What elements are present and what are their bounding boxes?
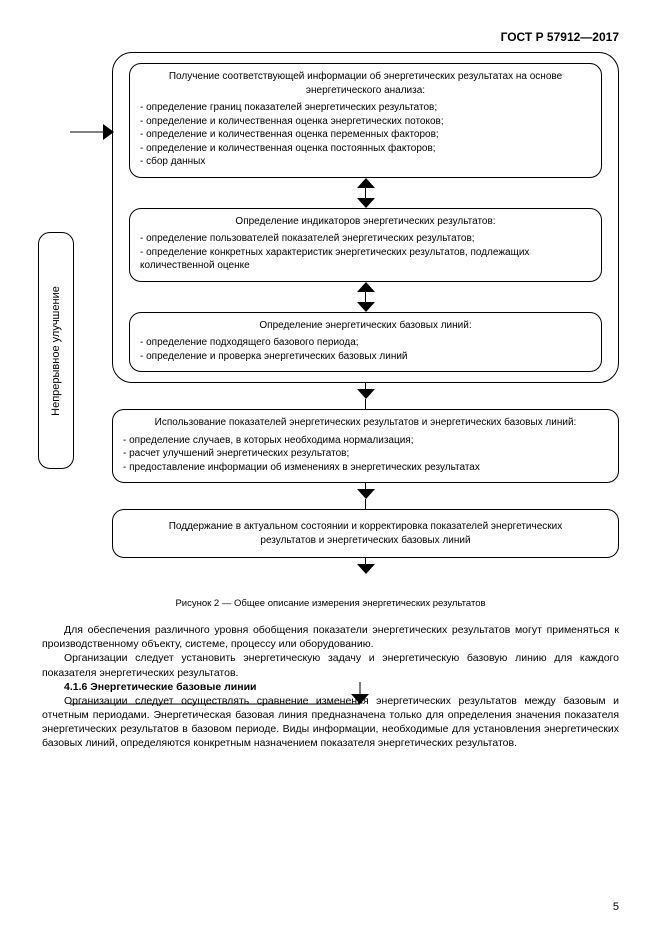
arrow-up-icon xyxy=(357,282,375,292)
node-item: - определение и количественная оценка эн… xyxy=(140,115,591,129)
section-heading: 4.1.6 Энергетические базовые линии xyxy=(42,680,619,694)
node-item: - определение подходящего базового перио… xyxy=(140,336,591,350)
arrow-down-icon xyxy=(357,489,375,499)
group-box: Получение соответствующей информации об … xyxy=(112,52,619,383)
node-item: - определение пользователей показателей … xyxy=(140,232,591,246)
node-item: - определение и количественная оценка по… xyxy=(140,142,591,156)
edge-arrow xyxy=(112,383,619,409)
node-title: Использование показателей энергетических… xyxy=(123,416,608,430)
doc-code: ГОСТ Р 57912—2017 xyxy=(42,30,619,44)
connector-line xyxy=(365,292,366,302)
sidebar-loop-box: Непрерывное улучшение xyxy=(38,232,74,469)
node-title: Определение энергетических базовых линий… xyxy=(140,319,591,333)
arrow-up-icon xyxy=(357,178,375,188)
connector-line xyxy=(365,399,366,409)
connector-line xyxy=(365,188,366,198)
node-title: Поддержание в актуальном состоянии и кор… xyxy=(143,520,588,547)
figure-caption: Рисунок 2 — Общее описание измерения эне… xyxy=(42,598,619,609)
node-title: Определение индикаторов энергетических р… xyxy=(140,215,591,229)
edge-double-arrow xyxy=(121,282,610,312)
paragraph: Для обеспечения различного уровня обобще… xyxy=(42,623,619,651)
edge-arrow xyxy=(112,558,619,588)
node-item: - определение и количественная оценка пе… xyxy=(140,128,591,142)
arrow-down-icon xyxy=(357,564,375,574)
paragraph: Организации следует установить энергетич… xyxy=(42,651,619,679)
arrow-down-icon xyxy=(357,198,375,208)
node-title: Получение соответствующей информации об … xyxy=(140,70,591,97)
flowchart: Непрерывное улучшение Получение соответс… xyxy=(70,52,619,588)
node-item: - расчет улучшений энергетических резуль… xyxy=(123,447,608,461)
node-item: - определение границ показателей энергет… xyxy=(140,101,591,115)
sidebar-label: Непрерывное улучшение xyxy=(50,286,62,416)
page: ГОСТ Р 57912—2017 Непрерывное улучшение … xyxy=(0,0,661,935)
node-item: - сбор данных xyxy=(140,155,591,169)
body-text: Для обеспечения различного уровня обобще… xyxy=(42,623,619,751)
node-n1: Получение соответствующей информации об … xyxy=(129,63,602,178)
node-n5: Поддержание в актуальном состоянии и кор… xyxy=(112,509,619,558)
connector-line xyxy=(365,499,366,509)
node-item: - определение и проверка энергетических … xyxy=(140,350,591,364)
node-n4: Использование показателей энергетических… xyxy=(112,409,619,483)
node-n2: Определение индикаторов энергетических р… xyxy=(129,208,602,282)
node-item: - определение конкретных характеристик э… xyxy=(140,246,591,273)
edge-arrow xyxy=(112,483,619,509)
node-item: - определение случаев, в которых необход… xyxy=(123,434,608,448)
node-item: - предоставление информации об изменения… xyxy=(123,461,608,475)
page-number: 5 xyxy=(613,901,619,913)
paragraph: Организации следует осуществлять сравнен… xyxy=(42,694,619,751)
arrow-down-icon xyxy=(357,389,375,399)
node-n3: Определение энергетических базовых линий… xyxy=(129,312,602,373)
edge-double-arrow xyxy=(121,178,610,208)
arrow-down-icon xyxy=(357,302,375,312)
